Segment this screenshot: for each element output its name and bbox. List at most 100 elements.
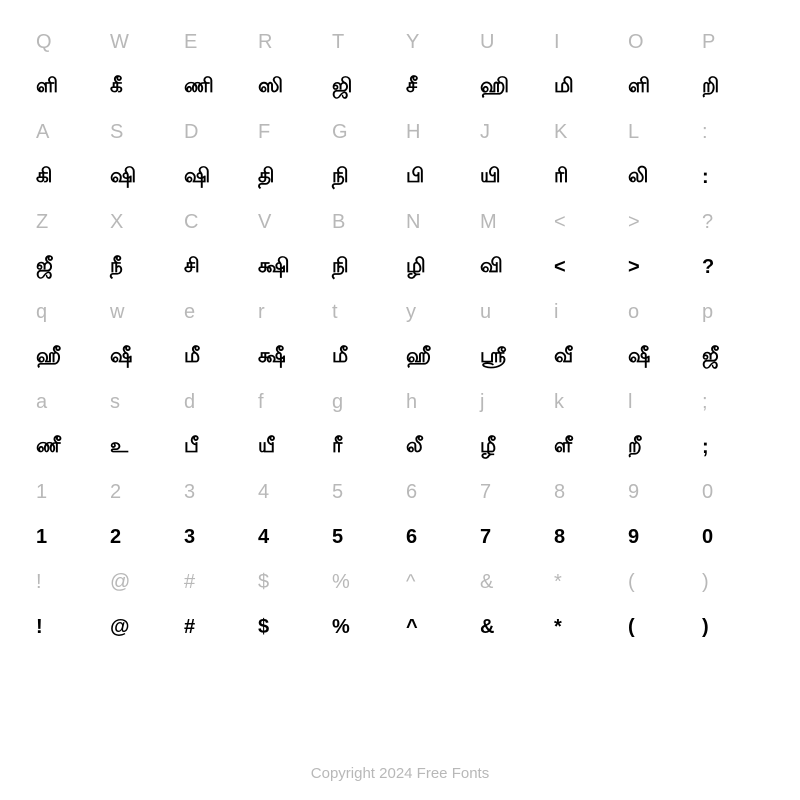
glyph-cell [104, 695, 178, 740]
glyph-cell: மி [548, 65, 622, 110]
key-char: M [480, 211, 497, 234]
key-cell: ) [696, 560, 770, 605]
glyph-cell: ! [30, 605, 104, 650]
glyph-cell: ஹீ [400, 335, 474, 380]
glyph-cell: ஜீ [30, 245, 104, 290]
glyph-cell: 3 [178, 515, 252, 560]
key-char: A [36, 121, 49, 144]
glyph-char: ) [702, 616, 709, 639]
glyph-cell: 9 [622, 515, 696, 560]
key-char: r [258, 301, 265, 324]
glyph-char: ; [702, 436, 709, 459]
key-char: l [628, 391, 632, 414]
key-cell: X [104, 200, 178, 245]
glyph-cell: நி [326, 155, 400, 200]
glyph-char: ணீ [36, 435, 60, 460]
key-cell: 1 [30, 470, 104, 515]
glyph-char: 4 [258, 526, 269, 549]
key-char: P [702, 31, 715, 54]
key-cell: I [548, 20, 622, 65]
key-cell: j [474, 380, 548, 425]
glyph-char: லீ [406, 435, 423, 460]
key-char: Z [36, 211, 48, 234]
glyph-char: றீ [628, 435, 642, 460]
glyph-char: லி [628, 165, 648, 190]
glyph-char: ளி [36, 75, 58, 100]
key-cell: G [326, 110, 400, 155]
key-cell: w [104, 290, 178, 335]
glyph-cell [474, 695, 548, 740]
glyph-char: கீ [110, 75, 123, 100]
glyph-cell: யீ [252, 425, 326, 470]
key-cell: g [326, 380, 400, 425]
glyph-char: ! [36, 616, 43, 639]
glyph-char: க்ஷி [258, 255, 290, 280]
glyph-char: ஹீ [406, 345, 431, 370]
key-char: ! [36, 571, 42, 594]
glyph-char: * [554, 616, 562, 639]
glyph-cell: ஹி [474, 65, 548, 110]
glyph-cell: பீ [178, 425, 252, 470]
key-cell: @ [104, 560, 178, 605]
key-char: 1 [36, 481, 47, 504]
key-cell: p [696, 290, 770, 335]
key-char: ) [702, 571, 709, 594]
key-char: 8 [554, 481, 565, 504]
key-cell: 8 [548, 470, 622, 515]
key-cell: D [178, 110, 252, 155]
glyph-char: ஷி [184, 165, 210, 190]
glyph-cell [30, 695, 104, 740]
key-cell: C [178, 200, 252, 245]
key-cell: O [622, 20, 696, 65]
key-cell: H [400, 110, 474, 155]
glyph-cell: வி [474, 245, 548, 290]
key-char: W [110, 31, 129, 54]
key-cell: r [252, 290, 326, 335]
key-cell: ( [622, 560, 696, 605]
glyph-cell: : [696, 155, 770, 200]
glyph-cell: 5 [326, 515, 400, 560]
glyph-cell: வீ [548, 335, 622, 380]
glyph-cell: $ [252, 605, 326, 650]
glyph-cell: ( [622, 605, 696, 650]
glyph-cell: ளி [30, 65, 104, 110]
glyph-char: க்ஷீ [258, 345, 286, 370]
key-cell: V [252, 200, 326, 245]
glyph-cell [622, 695, 696, 740]
key-cell: R [252, 20, 326, 65]
key-char: * [554, 571, 562, 594]
key-char: T [332, 31, 344, 54]
glyph-char: ழீ [480, 435, 496, 460]
key-cell: 5 [326, 470, 400, 515]
glyph-cell: ரீ [326, 425, 400, 470]
glyph-char: ளீ [554, 435, 572, 460]
key-char: % [332, 571, 350, 594]
glyph-cell: ஷி [178, 155, 252, 200]
glyph-cell: # [178, 605, 252, 650]
key-cell: # [178, 560, 252, 605]
key-char: d [184, 391, 195, 414]
glyph-char: ஹீ [36, 345, 61, 370]
key-char: @ [110, 571, 130, 594]
glyph-char: ஷி [110, 165, 136, 190]
glyph-cell: கீ [104, 65, 178, 110]
glyph-char: : [702, 166, 709, 189]
key-cell [474, 650, 548, 695]
glyph-char: $ [258, 616, 269, 639]
glyph-char: ஜீ [702, 345, 719, 370]
glyph-cell: ஜி [326, 65, 400, 110]
key-cell: h [400, 380, 474, 425]
glyph-cell: லி [622, 155, 696, 200]
key-char: ^ [406, 571, 415, 594]
key-char: e [184, 301, 195, 324]
key-cell: 6 [400, 470, 474, 515]
glyph-char: % [332, 616, 350, 639]
key-cell: ? [696, 200, 770, 245]
key-char: t [332, 301, 338, 324]
key-cell: 4 [252, 470, 326, 515]
glyph-cell: 1 [30, 515, 104, 560]
glyph-cell: ஷி [104, 155, 178, 200]
key-cell: 3 [178, 470, 252, 515]
glyph-char: உ [110, 435, 128, 460]
key-cell: i [548, 290, 622, 335]
